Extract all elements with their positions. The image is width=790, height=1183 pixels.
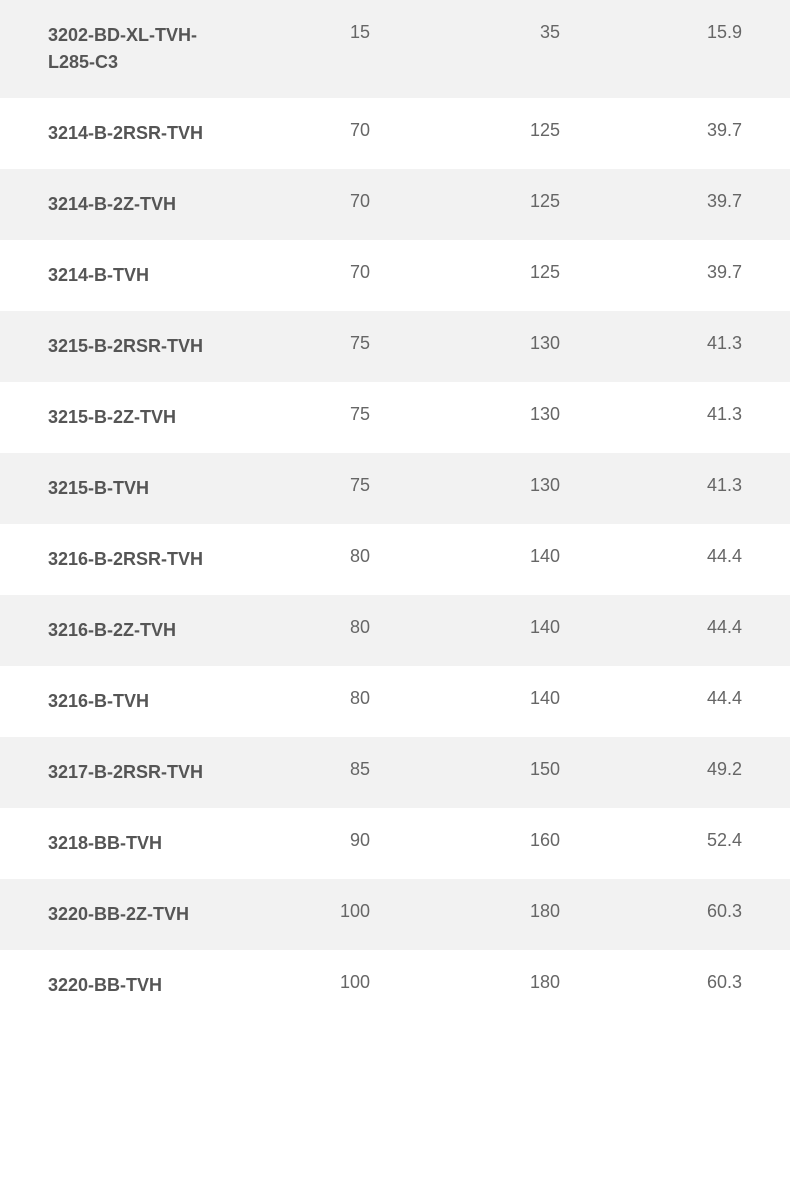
row-value-1: 100 xyxy=(240,901,410,922)
row-label: 3215-B-TVH xyxy=(0,475,240,502)
row-value-3: 52.4 xyxy=(600,830,790,851)
row-label: 3202-BD-XL-TVH-L285-C3 xyxy=(0,22,240,76)
row-value-2: 140 xyxy=(410,546,600,567)
row-value-1: 80 xyxy=(240,617,410,638)
table-row: 3217-B-2RSR-TVH 85 150 49.2 xyxy=(0,737,790,808)
row-value-1: 85 xyxy=(240,759,410,780)
row-value-1: 70 xyxy=(240,191,410,212)
row-label: 3215-B-2Z-TVH xyxy=(0,404,240,431)
row-value-2: 125 xyxy=(410,191,600,212)
row-value-3: 41.3 xyxy=(600,404,790,425)
row-value-1: 80 xyxy=(240,546,410,567)
row-value-2: 125 xyxy=(410,120,600,141)
row-value-3: 39.7 xyxy=(600,191,790,212)
row-label: 3216-B-TVH xyxy=(0,688,240,715)
row-label: 3218-BB-TVH xyxy=(0,830,240,857)
row-value-2: 125 xyxy=(410,262,600,283)
row-value-3: 39.7 xyxy=(600,120,790,141)
row-value-3: 41.3 xyxy=(600,333,790,354)
row-value-3: 44.4 xyxy=(600,688,790,709)
table-row: 3202-BD-XL-TVH-L285-C3 15 35 15.9 xyxy=(0,0,790,98)
row-value-3: 44.4 xyxy=(600,617,790,638)
row-value-2: 130 xyxy=(410,333,600,354)
row-value-3: 44.4 xyxy=(600,546,790,567)
table-row: 3218-BB-TVH 90 160 52.4 xyxy=(0,808,790,879)
table-row: 3220-BB-2Z-TVH 100 180 60.3 xyxy=(0,879,790,950)
row-value-3: 60.3 xyxy=(600,901,790,922)
row-value-1: 75 xyxy=(240,404,410,425)
row-value-1: 90 xyxy=(240,830,410,851)
row-label: 3214-B-2Z-TVH xyxy=(0,191,240,218)
row-value-2: 160 xyxy=(410,830,600,851)
table-row: 3216-B-TVH 80 140 44.4 xyxy=(0,666,790,737)
row-value-3: 39.7 xyxy=(600,262,790,283)
table-row: 3214-B-2RSR-TVH 70 125 39.7 xyxy=(0,98,790,169)
table-row: 3215-B-TVH 75 130 41.3 xyxy=(0,453,790,524)
row-label: 3220-BB-2Z-TVH xyxy=(0,901,240,928)
row-label: 3214-B-2RSR-TVH xyxy=(0,120,240,147)
row-value-3: 49.2 xyxy=(600,759,790,780)
table-row: 3220-BB-TVH 100 180 60.3 xyxy=(0,950,790,1021)
row-value-2: 35 xyxy=(410,22,600,43)
row-value-1: 100 xyxy=(240,972,410,993)
row-value-2: 130 xyxy=(410,475,600,496)
row-value-2: 140 xyxy=(410,617,600,638)
row-label: 3220-BB-TVH xyxy=(0,972,240,999)
row-value-1: 15 xyxy=(240,22,410,43)
table-row: 3214-B-2Z-TVH 70 125 39.7 xyxy=(0,169,790,240)
table-row: 3216-B-2Z-TVH 80 140 44.4 xyxy=(0,595,790,666)
data-table: 3202-BD-XL-TVH-L285-C3 15 35 15.9 3214-B… xyxy=(0,0,790,1021)
row-value-1: 80 xyxy=(240,688,410,709)
row-value-3: 60.3 xyxy=(600,972,790,993)
row-label: 3215-B-2RSR-TVH xyxy=(0,333,240,360)
row-label: 3216-B-2Z-TVH xyxy=(0,617,240,644)
row-value-3: 15.9 xyxy=(600,22,790,43)
table-row: 3215-B-2Z-TVH 75 130 41.3 xyxy=(0,382,790,453)
row-value-3: 41.3 xyxy=(600,475,790,496)
row-value-1: 75 xyxy=(240,475,410,496)
table-row: 3216-B-2RSR-TVH 80 140 44.4 xyxy=(0,524,790,595)
table-row: 3214-B-TVH 70 125 39.7 xyxy=(0,240,790,311)
row-value-2: 140 xyxy=(410,688,600,709)
row-value-1: 70 xyxy=(240,120,410,141)
row-value-2: 150 xyxy=(410,759,600,780)
row-value-2: 180 xyxy=(410,901,600,922)
row-label: 3214-B-TVH xyxy=(0,262,240,289)
table-row: 3215-B-2RSR-TVH 75 130 41.3 xyxy=(0,311,790,382)
row-value-1: 75 xyxy=(240,333,410,354)
row-label: 3217-B-2RSR-TVH xyxy=(0,759,240,786)
row-value-2: 130 xyxy=(410,404,600,425)
row-value-2: 180 xyxy=(410,972,600,993)
row-label: 3216-B-2RSR-TVH xyxy=(0,546,240,573)
row-value-1: 70 xyxy=(240,262,410,283)
